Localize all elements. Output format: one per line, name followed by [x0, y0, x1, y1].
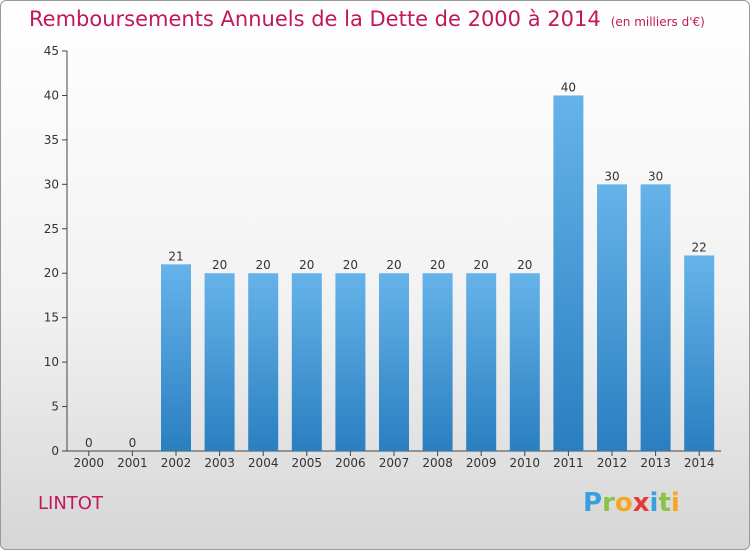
- y-tick-label: 5: [51, 400, 59, 414]
- y-tick-label: 15: [44, 311, 59, 325]
- bar: [422, 273, 453, 451]
- x-tick-label: 2006: [335, 456, 366, 470]
- data-label: 20: [299, 258, 314, 272]
- x-tick-label: 2007: [379, 456, 410, 470]
- bar: [509, 273, 540, 451]
- logo-letter: P: [583, 488, 603, 518]
- y-tick-label: 0: [51, 444, 59, 458]
- y-tick-label: 20: [44, 266, 59, 280]
- bar: [597, 184, 627, 452]
- y-tick-label: 10: [44, 355, 59, 369]
- bar: [684, 255, 715, 451]
- bar: [466, 273, 497, 451]
- x-tick-label: 2003: [204, 456, 235, 470]
- data-label: 20: [517, 258, 532, 272]
- x-tick-label: 2005: [292, 456, 323, 470]
- bar: [379, 273, 409, 451]
- x-tick-label: 2002: [161, 456, 192, 470]
- y-tick-label: 35: [44, 133, 59, 147]
- data-label: 0: [129, 436, 137, 450]
- logo-letter: x: [632, 488, 650, 518]
- data-label: 30: [604, 169, 619, 183]
- data-label: 21: [168, 249, 183, 263]
- x-tick-label: 2009: [466, 456, 497, 470]
- logo-letter: t: [658, 488, 671, 518]
- data-label: 20: [386, 258, 401, 272]
- x-tick-label: 2010: [510, 456, 541, 470]
- x-tick-label: 2013: [640, 456, 671, 470]
- data-label: 20: [256, 258, 271, 272]
- city-name: LINTOT: [38, 493, 103, 514]
- bar: [248, 273, 279, 451]
- data-label: 40: [561, 80, 576, 94]
- y-tick-label: 45: [44, 44, 59, 58]
- y-tick-label: 30: [44, 177, 59, 191]
- data-label: 22: [692, 240, 707, 254]
- bar: [335, 273, 366, 451]
- data-label: 20: [212, 258, 227, 272]
- data-label: 20: [430, 258, 445, 272]
- y-tick-label: 40: [44, 88, 59, 102]
- bar: [291, 273, 322, 451]
- x-tick-label: 2008: [422, 456, 453, 470]
- x-tick-label: 2014: [684, 456, 715, 470]
- logo-letter: o: [614, 488, 633, 518]
- x-tick-label: 2001: [117, 456, 148, 470]
- data-label: 30: [648, 169, 663, 183]
- y-tick-label: 25: [44, 222, 59, 236]
- x-tick-label: 2011: [553, 456, 584, 470]
- bar: [161, 264, 191, 451]
- bar: [640, 184, 671, 452]
- logo-letter: i: [670, 488, 680, 518]
- bar: [204, 273, 235, 451]
- logo-letter: i: [649, 488, 659, 518]
- data-label: 20: [474, 258, 489, 272]
- chart-title: Remboursements Annuels de la Dette de 20…: [29, 7, 705, 31]
- data-label: 0: [85, 436, 93, 450]
- x-tick-label: 2004: [248, 456, 279, 470]
- proxiti-logo: Proxiti: [583, 488, 680, 518]
- bar: [553, 95, 584, 451]
- data-label: 20: [343, 258, 358, 272]
- title-text: Remboursements Annuels de la Dette de 20…: [29, 7, 601, 31]
- x-tick-label: 2000: [74, 456, 105, 470]
- logo-letter: r: [602, 488, 615, 518]
- x-tick-label: 2012: [597, 456, 628, 470]
- chart-subtitle: (en milliers d'€): [610, 15, 705, 29]
